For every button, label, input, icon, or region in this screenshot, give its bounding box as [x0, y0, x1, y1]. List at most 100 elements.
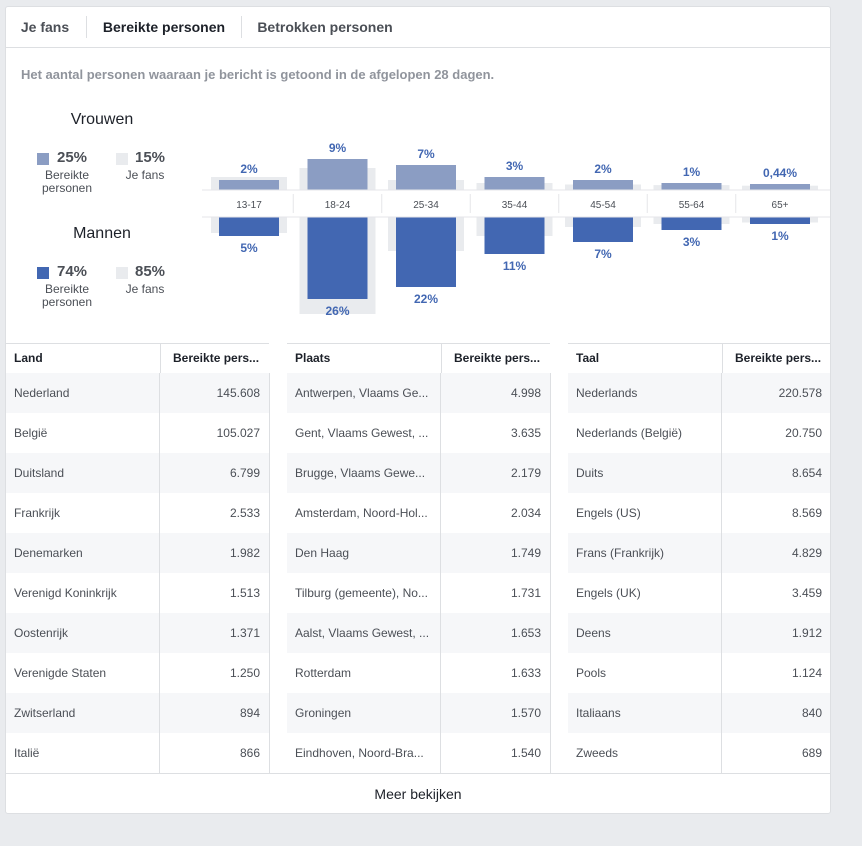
tab-betrokken-personen[interactable]: Betrokken personen: [257, 19, 393, 35]
language-name: Nederlands: [576, 386, 638, 400]
table-row: Eindhoven, Noord-Bra... 1.540: [287, 733, 550, 773]
table-row: Amsterdam, Noord-Hol... 2.034: [287, 493, 550, 533]
reached-count: 3.635: [510, 426, 541, 440]
age-band: [202, 190, 830, 217]
women-reached-bar: [307, 159, 368, 190]
country-name: Zwitserland: [14, 706, 76, 720]
table-row: Italiaans 840: [568, 693, 830, 733]
women-value-label: 0,44%: [763, 166, 797, 180]
column-divider: [721, 373, 722, 773]
men-reached-bar: [484, 217, 545, 254]
age-tick-label: 25-34: [413, 200, 439, 211]
men-reached-pct: 74%: [57, 263, 88, 280]
table-row: Verenigde Staten 1.250: [6, 653, 269, 693]
men-fans-swatch: [116, 267, 128, 279]
women-fans-label: Je fans: [125, 168, 165, 182]
city-name: Eindhoven, Noord-Bra...: [295, 746, 424, 760]
men-value-label: 7%: [594, 247, 612, 261]
reached-count: 3.459: [791, 586, 822, 600]
language-name: Engels (UK): [576, 586, 641, 600]
city-name: Den Haag: [295, 546, 350, 560]
table-row: Engels (UK) 3.459: [568, 573, 830, 613]
women-value-label: 2%: [240, 162, 258, 176]
men-reached-bar: [396, 217, 456, 287]
country-name: Frankrijk: [14, 506, 61, 520]
table-row: Antwerpen, Vlaams Ge... 4.998: [287, 373, 550, 413]
country-name: Nederland: [14, 386, 70, 400]
table-row: Groningen 1.570: [287, 693, 550, 733]
column-header[interactable]: Taal: [576, 351, 600, 365]
table-row: Pools 1.124: [568, 653, 830, 693]
tab-divider: [86, 16, 87, 38]
men-reached-bar: [750, 217, 810, 224]
women-reached-swatch: [37, 153, 49, 165]
table-row: Rotterdam 1.633: [287, 653, 550, 693]
reached-count: 1.912: [791, 626, 822, 640]
table-row: Nederlands 220.578: [568, 373, 830, 413]
language-name: Frans (Frankrijk): [576, 546, 665, 560]
men-reached-swatch: [37, 267, 49, 279]
demographics-card: Je fans Bereikte personen Betrokken pers…: [5, 6, 831, 814]
column-header[interactable]: Land: [14, 351, 43, 365]
country-name: Verenigd Koninkrijk: [14, 586, 117, 600]
women-value-label: 2%: [594, 162, 612, 176]
men-reached-bar: [219, 217, 279, 236]
women-reached-bar: [661, 183, 722, 190]
language-name: Duits: [576, 466, 604, 480]
men-fans-label: Je fans: [125, 282, 165, 296]
reached-count: 840: [801, 706, 822, 720]
table-header: Taal Bereikte pers...: [568, 343, 830, 374]
table-header: Plaats Bereikte pers...: [287, 343, 550, 374]
column-header-reached[interactable]: Bereikte pers...: [441, 344, 544, 373]
reached-count: 1.731: [510, 586, 541, 600]
country-name: Italië: [14, 746, 40, 760]
reached-count: 1.653: [510, 626, 541, 640]
see-more-button[interactable]: Meer bekijken: [6, 773, 830, 813]
reached-count: 2.179: [510, 466, 541, 480]
language-name: Italiaans: [576, 706, 621, 720]
reached-count: 8.654: [791, 466, 822, 480]
column-header-reached[interactable]: Bereikte pers...: [722, 344, 825, 373]
tab-je-fans[interactable]: Je fans: [20, 19, 70, 35]
reached-count: 1.540: [510, 746, 541, 760]
table-row: Verenigd Koninkrijk 1.513: [6, 573, 269, 613]
age-tick-label: 55-64: [679, 200, 705, 211]
table-row: Brugge, Vlaams Gewe... 2.179: [287, 453, 550, 493]
reached-count: 1.371: [229, 626, 260, 640]
city-name: Antwerpen, Vlaams Ge...: [295, 386, 429, 400]
country-name: Duitsland: [14, 466, 65, 480]
table-row: Deens 1.912: [568, 613, 830, 653]
reached-count: 1.982: [229, 546, 260, 560]
table-row: Engels (US) 8.569: [568, 493, 830, 533]
women-value-label: 3%: [506, 159, 524, 173]
table-row: Oostenrijk 1.371: [6, 613, 269, 653]
women-reached-bar: [484, 177, 545, 190]
reached-count: 2.034: [510, 506, 541, 520]
country-table: Land Bereikte pers... Nederland 145.608 Belg…: [6, 343, 270, 773]
men-value-label: 22%: [414, 292, 438, 306]
age-tick-label: 45-54: [590, 200, 616, 211]
women-value-label: 7%: [417, 147, 435, 161]
table-row: Nederlands (België) 20.750: [568, 413, 830, 453]
tab-bereikte-personen[interactable]: Bereikte personen: [102, 19, 226, 35]
country-name: België: [14, 426, 48, 440]
table-row: Tilburg (gemeente), No... 1.731: [287, 573, 550, 613]
table-row: Frankrijk 2.533: [6, 493, 269, 533]
column-divider: [269, 373, 270, 773]
city-name: Rotterdam: [295, 666, 352, 680]
table-row: Zweeds 689: [568, 733, 830, 773]
reached-count: 8.569: [791, 506, 822, 520]
reached-count: 689: [801, 746, 822, 760]
column-header[interactable]: Plaats: [295, 351, 331, 365]
table-row: Nederland 145.608: [6, 373, 269, 413]
reached-count: 1.513: [229, 586, 260, 600]
women-title: Vrouwen: [70, 111, 134, 128]
reached-count: 4.998: [510, 386, 541, 400]
table-row: Italië 866: [6, 733, 269, 773]
reached-count: 145.608: [216, 386, 260, 400]
table-row: Duits 8.654: [568, 453, 830, 493]
table-row: België 105.027: [6, 413, 269, 453]
women-reached-bar: [396, 165, 456, 190]
table-header: Land Bereikte pers...: [6, 343, 269, 374]
column-header-reached[interactable]: Bereikte pers...: [160, 344, 263, 373]
